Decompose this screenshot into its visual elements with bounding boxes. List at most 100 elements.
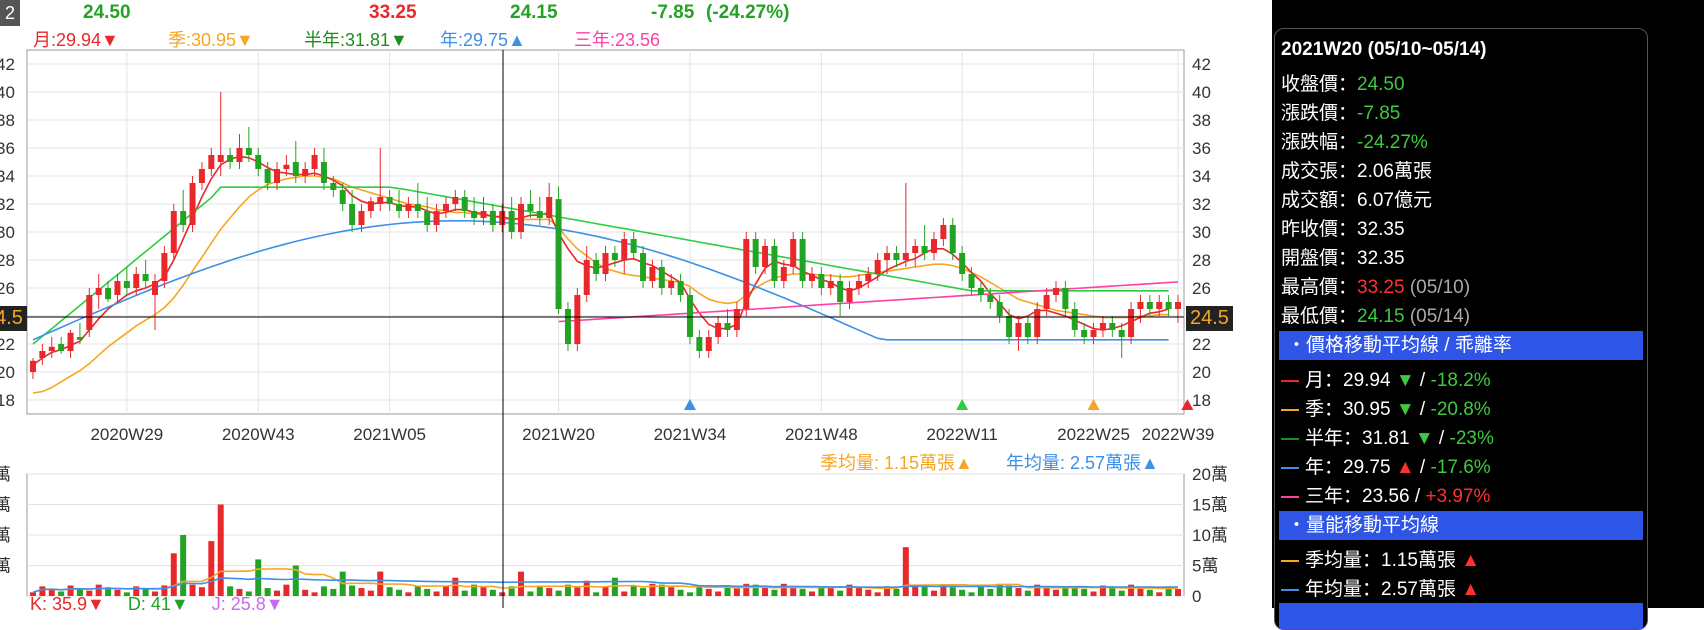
- candle-body: [799, 239, 806, 281]
- volume-avg-quarter: 季均量: 1.15萬張▲: [820, 453, 973, 473]
- current-price-label-left: 24.5: [0, 306, 27, 331]
- candle-body: [1043, 295, 1050, 309]
- candle-body: [1128, 309, 1135, 337]
- candle-body: [1062, 288, 1069, 309]
- tooltip-low-value: 24.15: [1357, 306, 1405, 327]
- volume-bar: [996, 583, 1003, 596]
- candle-body: [705, 337, 712, 351]
- volume-bar: [414, 586, 421, 596]
- price-tick-label-left: 30: [0, 223, 15, 242]
- candle-body: [715, 323, 722, 337]
- candle-body: [1015, 323, 1022, 337]
- price-tick-label-left: 34: [0, 167, 15, 186]
- volume-bar: [790, 586, 797, 596]
- ma-quarter-label: 季:30.95▼: [168, 30, 254, 50]
- candle-body: [1052, 288, 1059, 295]
- panel-toggle-button[interactable]: 2: [0, 0, 20, 26]
- tooltip-high-label: 最高價：: [1281, 277, 1358, 298]
- candle-body: [480, 211, 487, 218]
- tooltip-ma-month-dev: -18.2%: [1430, 370, 1491, 391]
- candle-body: [142, 274, 149, 281]
- volume-bar: [480, 587, 487, 596]
- candle-body: [1109, 323, 1116, 330]
- volume-bar: [930, 590, 937, 596]
- volume-bar: [921, 586, 928, 596]
- tooltip-title: 2021W20 (05/10~05/14): [1281, 39, 1487, 60]
- volume-bar: [320, 586, 327, 596]
- volume-tick-label-right: 5萬: [1192, 557, 1218, 576]
- candle-body: [564, 309, 571, 344]
- candle-body: [865, 274, 872, 281]
- volume-bar: [733, 588, 740, 596]
- tooltip-ma-month-value: 29.94: [1343, 370, 1391, 391]
- volume-bar: [245, 591, 252, 596]
- volume-bar: [330, 588, 337, 596]
- volume-bar: [433, 591, 440, 596]
- volume-bar: [489, 589, 496, 596]
- candle-body: [1071, 309, 1078, 330]
- candle-body: [189, 183, 196, 225]
- candle-body: [555, 199, 562, 309]
- signal-triangle: [1181, 399, 1194, 410]
- candle-body: [752, 239, 759, 267]
- candle-body: [405, 204, 412, 211]
- candle-body: [668, 281, 675, 288]
- x-tick-label: 2021W20: [522, 425, 595, 444]
- candle-body: [977, 288, 984, 295]
- candle-body: [123, 281, 130, 288]
- volume-bar: [302, 589, 309, 596]
- tooltip-change-row: 漲跌價：-7.85: [1281, 98, 1400, 125]
- header-change-pct: (-24.27%): [706, 2, 790, 23]
- price-tick-label-right: 22: [1192, 335, 1211, 354]
- tooltip-ma-year-label: 年：: [1305, 457, 1344, 478]
- volume-bar: [123, 592, 130, 596]
- candle-body: [893, 253, 900, 260]
- candle-body: [1024, 323, 1031, 337]
- tooltip-ma-quarter-label: 季：: [1305, 399, 1344, 420]
- volume-bar: [264, 588, 271, 596]
- tooltip-vol-year-label: 年均量：: [1305, 579, 1382, 600]
- volume-bar: [180, 535, 187, 596]
- candle-body: [959, 253, 966, 274]
- volume-bar: [1137, 588, 1144, 596]
- candle-body: [987, 295, 994, 302]
- tooltip-ma-month-row: 月：29.94 ▼ / -18.2%: [1281, 365, 1491, 392]
- volume-bar: [67, 585, 74, 596]
- vol-quarter-swatch: [1281, 559, 1299, 562]
- candle-body: [105, 288, 112, 300]
- volume-bar: [292, 565, 299, 596]
- x-tick-label: 2021W05: [353, 425, 426, 444]
- candle-body: [1137, 302, 1144, 309]
- volume-bar: [161, 585, 168, 596]
- volume-bar: [902, 547, 909, 596]
- tooltip-ma-half-label: 半年：: [1305, 428, 1363, 449]
- tooltip-vol-quarter-row: 季均量：1.15萬張 ▲: [1281, 545, 1480, 572]
- candle-body: [762, 246, 769, 267]
- candle-body: [292, 162, 299, 176]
- volume-bar: [227, 586, 234, 596]
- volume-bar: [564, 584, 571, 596]
- volume-bar: [940, 584, 947, 596]
- tooltip-vol-year-value: 2.57萬張: [1381, 579, 1456, 600]
- volume-bar: [1090, 591, 1097, 596]
- volume-bar: [114, 589, 121, 596]
- price-tick-label-right: 38: [1192, 111, 1211, 130]
- volume-bar: [968, 592, 975, 596]
- volume-bar: [884, 586, 891, 596]
- candle-body: [818, 274, 825, 288]
- volume-bar: [367, 590, 374, 596]
- candle-body: [621, 239, 628, 260]
- volume-bar: [518, 571, 525, 596]
- volume-bar: [743, 583, 750, 596]
- volume-bar: [471, 584, 478, 596]
- volume-bar: [86, 590, 93, 596]
- price-tick-label-right: 40: [1192, 83, 1211, 102]
- volume-bar: [1006, 585, 1013, 596]
- price-tick-label-right: 42: [1192, 55, 1211, 74]
- volume-bar: [499, 592, 506, 596]
- signal-triangle: [956, 399, 969, 410]
- candle-body: [311, 155, 318, 169]
- tooltip-ma-quarter-row: 季：30.95 ▼ / -20.8%: [1281, 394, 1491, 421]
- volume-bar: [58, 591, 65, 596]
- candle-body: [489, 211, 496, 225]
